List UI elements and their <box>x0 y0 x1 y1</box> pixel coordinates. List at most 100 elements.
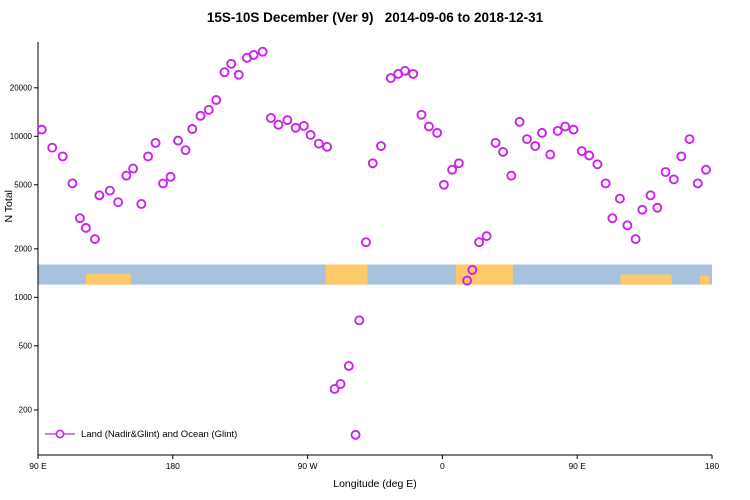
data-point <box>462 275 473 286</box>
data-point <box>568 124 579 135</box>
data-point <box>530 141 541 151</box>
data-point <box>203 104 214 115</box>
data-point <box>652 202 663 213</box>
data-point <box>453 158 464 169</box>
data-point <box>335 378 346 389</box>
data-point <box>47 142 58 153</box>
legend: Land (Nadir&Glint) and Ocean (Glint) <box>44 428 237 440</box>
data-point <box>684 134 695 145</box>
data-point <box>128 163 139 174</box>
y-tick-label: 200 <box>19 406 33 415</box>
y-tick-label: 10000 <box>10 132 33 141</box>
data-point <box>257 46 268 57</box>
x-tick-label: 90 E <box>29 461 47 471</box>
data-point <box>416 109 427 120</box>
land-band-segment <box>85 273 131 285</box>
data-point <box>522 134 532 145</box>
data-point <box>80 222 91 233</box>
data-point <box>180 145 191 156</box>
data-point <box>343 361 354 371</box>
data-point <box>498 146 509 157</box>
data-point <box>438 179 449 190</box>
x-tick-label: 0 <box>440 461 445 471</box>
data-point <box>376 141 386 151</box>
data-point <box>432 127 443 138</box>
land-band-segment <box>325 264 368 285</box>
data-point <box>490 137 501 148</box>
data-point <box>329 383 340 394</box>
data-point <box>367 158 378 169</box>
data-point <box>584 150 595 161</box>
data-point <box>104 185 115 196</box>
data-point <box>467 264 478 275</box>
data-point <box>607 213 618 224</box>
data-point <box>481 231 492 242</box>
data-point <box>474 237 485 248</box>
data-point <box>637 204 648 215</box>
data-point <box>282 115 293 126</box>
ocean-band <box>38 264 712 285</box>
data-point <box>506 170 517 181</box>
data-point <box>298 120 309 131</box>
data-point <box>447 164 458 175</box>
data-point <box>676 151 687 162</box>
data-point <box>165 171 176 182</box>
chart-title: 15S-10S December (Ver 9) 2014-09-06 to 2… <box>206 10 544 25</box>
data-point <box>701 164 711 175</box>
data-point <box>219 67 230 78</box>
data-point <box>113 197 124 208</box>
data-point <box>600 178 611 189</box>
data-point <box>385 73 396 83</box>
data-point <box>195 110 206 121</box>
data-point <box>89 234 100 245</box>
land-band-segment <box>620 274 672 285</box>
data-point <box>576 146 587 156</box>
data-point <box>408 68 419 79</box>
data-point <box>322 141 333 152</box>
data-point <box>94 190 105 201</box>
data-point <box>622 220 633 231</box>
data-point <box>273 119 284 130</box>
data-point <box>545 149 556 160</box>
data-point <box>67 178 78 189</box>
data-point <box>350 429 361 440</box>
x-axis-label: Longitude (deg E) <box>333 478 417 490</box>
data-point <box>313 138 324 149</box>
data-point <box>614 193 625 204</box>
land-band-segment <box>700 275 710 285</box>
data-point <box>692 178 703 189</box>
data-point <box>136 199 147 209</box>
data-point <box>630 234 641 245</box>
data-point <box>290 122 301 133</box>
x-tick-label: 90 E <box>568 461 586 471</box>
data-point <box>233 69 244 80</box>
data-point <box>158 178 169 189</box>
y-tick-label: 500 <box>19 342 33 351</box>
data-point <box>74 213 85 224</box>
data-point <box>400 65 410 76</box>
y-tick-label: 20000 <box>10 84 33 93</box>
data-point <box>57 151 68 162</box>
data-point <box>173 135 183 146</box>
data-point <box>423 121 434 132</box>
x-tick-label: 180 <box>705 461 719 471</box>
legend-label: Land (Nadir&Glint) and Ocean (Glint) <box>81 428 238 440</box>
land-band-segment <box>455 264 513 285</box>
data-point <box>645 190 656 201</box>
data-point <box>121 170 132 181</box>
data-point <box>514 116 525 127</box>
data-point <box>660 167 671 177</box>
data-point <box>305 129 316 140</box>
data-point <box>187 124 198 134</box>
data-point <box>537 127 547 138</box>
x-tick-label: 90 W <box>298 461 318 471</box>
y-tick-label: 5000 <box>14 181 32 190</box>
y-axis-label: N Total <box>3 190 15 223</box>
data-point <box>354 315 365 326</box>
data-point <box>265 112 276 123</box>
data-point <box>668 174 679 185</box>
data-point <box>36 124 47 135</box>
legend-symbol-icon <box>45 429 75 439</box>
